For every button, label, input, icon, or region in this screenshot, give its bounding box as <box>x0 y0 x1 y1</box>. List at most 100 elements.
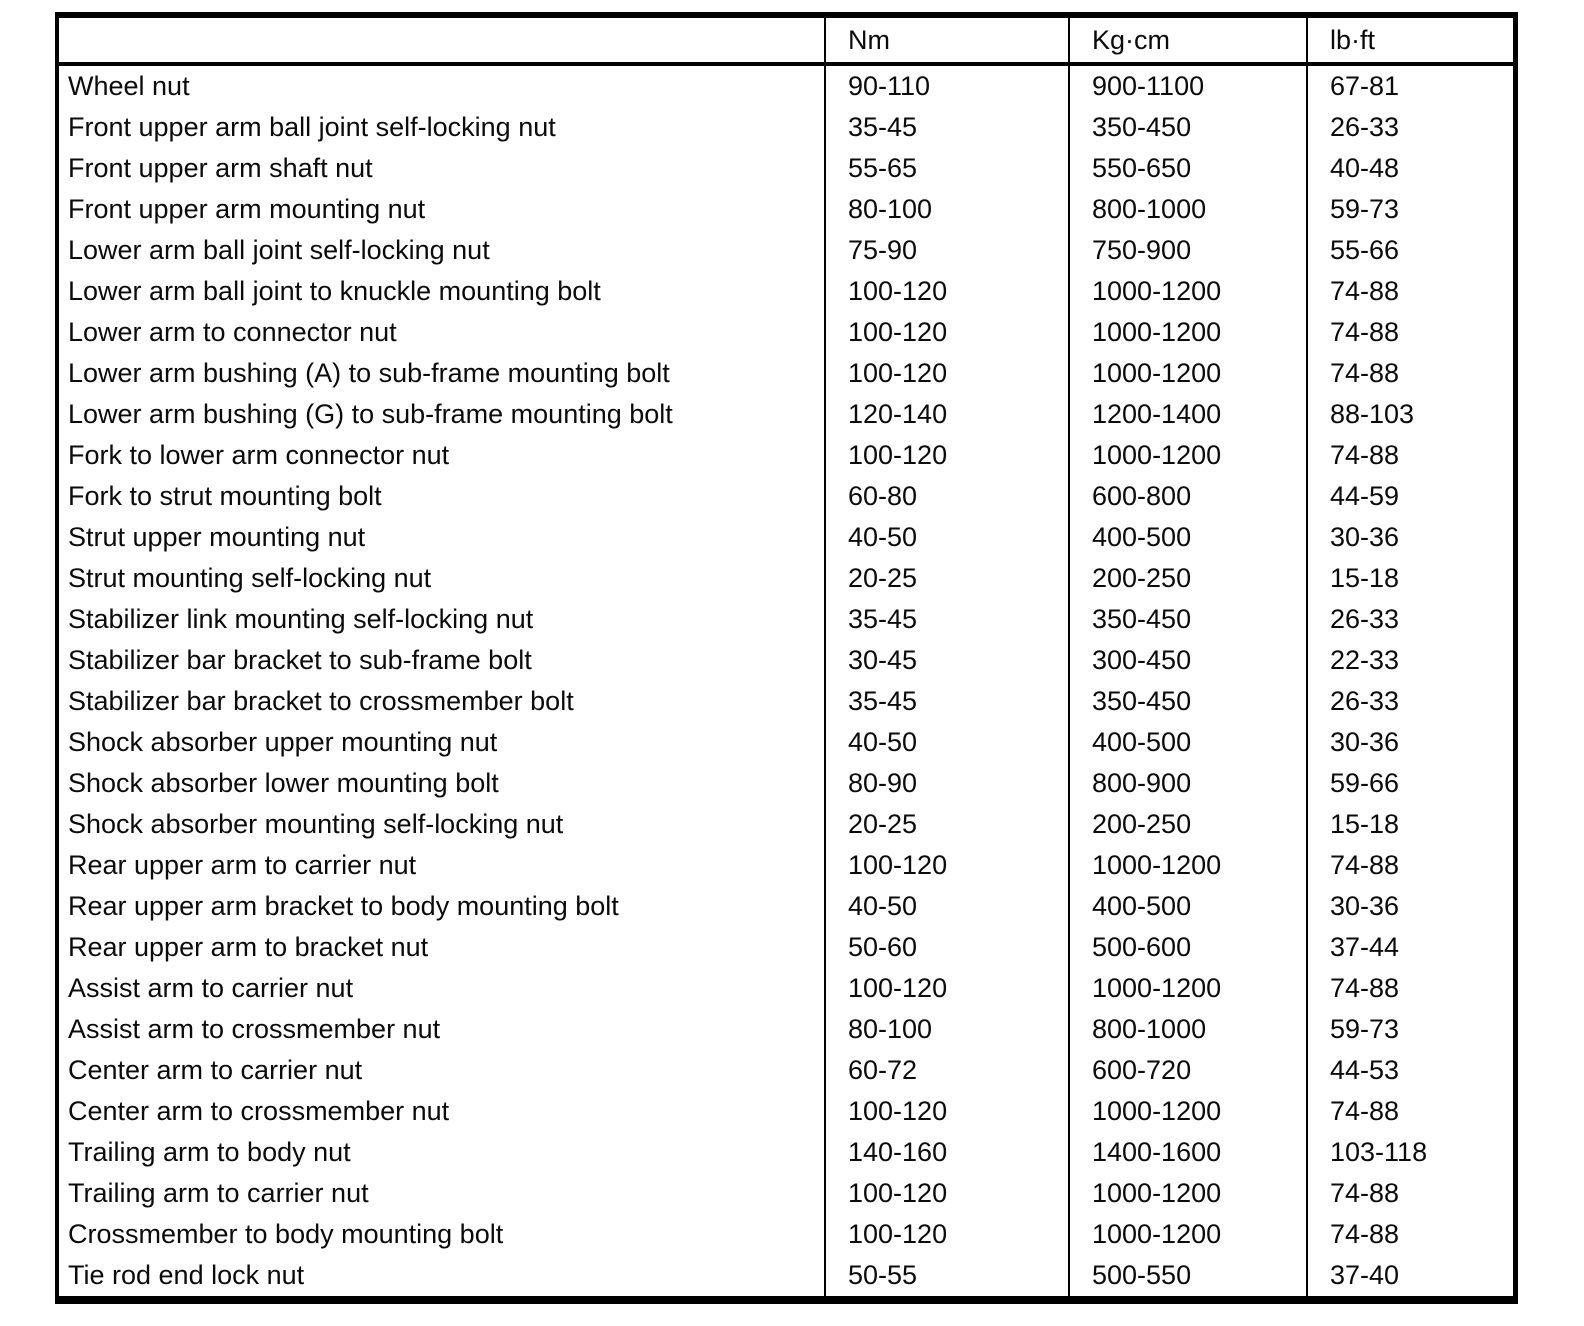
table-row: Trailing arm to body nut 140-160 1400-1600… <box>57 1132 1515 1173</box>
kgcm-value-cell: 1000-1200 <box>1068 312 1307 353</box>
nm-value-cell: 100-120 <box>824 312 1069 353</box>
lbft-value-cell: 15-18 <box>1306 804 1515 845</box>
lbft-value-cell: 74-88 <box>1306 435 1515 476</box>
kgcm-value-cell: 750-900 <box>1068 230 1307 271</box>
kgcm-value-cell: 1000-1200 <box>1068 1214 1307 1255</box>
row-label-cell: Front upper arm mounting nut <box>68 194 426 224</box>
row-label-cell: Stabilizer bar bracket to crossmember bo… <box>68 686 574 716</box>
nm-value-cell: 40-50 <box>824 886 1069 927</box>
kgcm-value-cell: 1000-1200 <box>1068 353 1307 394</box>
row-label-cell: Lower arm bushing (G) to sub-frame mount… <box>68 399 673 429</box>
nm-value-cell: 35-45 <box>824 107 1069 148</box>
row-label-cell: Strut mounting self-locking nut <box>68 563 432 593</box>
nm-value-cell: 100-120 <box>824 271 1069 312</box>
lbft-value-cell: 67-81 <box>1306 64 1515 107</box>
kgcm-value-cell: 550-650 <box>1068 148 1307 189</box>
lbft-value-cell: 40-48 <box>1306 148 1515 189</box>
lbft-value-cell: 74-88 <box>1306 1173 1515 1214</box>
lbft-value-cell: 74-88 <box>1306 845 1515 886</box>
row-label-cell: Crossmember to body mounting bolt <box>68 1219 504 1249</box>
table-row: Lower arm to connector nut 100-120 1000-12… <box>57 312 1515 353</box>
table-row: Front upper arm shaft nut 55-65 550-650 40-… <box>57 148 1515 189</box>
table-row: Wheel nut 90-110 900-1100 67-81 <box>57 64 1515 107</box>
row-label-cell: Shock absorber upper mounting nut <box>68 727 498 757</box>
table-row: Strut upper mounting nut 40-50 400-500 30-3… <box>57 517 1515 558</box>
nm-value-cell: 20-25 <box>824 804 1069 845</box>
nm-value-cell: 90-110 <box>824 64 1069 107</box>
kgcm-value-cell: 350-450 <box>1068 107 1307 148</box>
col-header-kgcm: Kg·cm <box>1068 15 1307 66</box>
nm-value-cell: 100-120 <box>824 435 1069 476</box>
lbft-value-cell: 37-44 <box>1306 927 1515 968</box>
lbft-value-cell: 59-73 <box>1306 1009 1515 1050</box>
kgcm-value-cell: 200-250 <box>1068 558 1307 599</box>
table-row: Lower arm bushing (A) to sub-frame mount… <box>57 353 1515 394</box>
lbft-value-cell: 22-33 <box>1306 640 1515 681</box>
kgcm-value-cell: 350-450 <box>1068 599 1307 640</box>
nm-value-cell: 20-25 <box>824 558 1069 599</box>
torque-spec-table: Nm Kg·cm lb·ft Wheel nut 90-110 900-1100 67… <box>55 12 1518 1304</box>
kgcm-value-cell: 1200-1400 <box>1068 394 1307 435</box>
nm-value-cell: 100-120 <box>824 845 1069 886</box>
nm-value-cell: 75-90 <box>824 230 1069 271</box>
row-label-cell: Center arm to crossmember nut <box>68 1096 450 1126</box>
table-row: Rear upper arm bracket to body mounting … <box>57 886 1515 927</box>
row-label-cell: Stabilizer link mounting self-locking nu… <box>68 604 534 634</box>
table-row: Stabilizer bar bracket to sub-frame bolt… <box>57 640 1515 681</box>
table-row: Trailing arm to carrier nut 100-120 1000-1… <box>57 1173 1515 1214</box>
row-label-cell: Lower arm ball joint self-locking nut <box>68 235 490 265</box>
table-row: Shock absorber lower mounting bolt 80-90 8… <box>57 763 1515 804</box>
kgcm-value-cell: 300-450 <box>1068 640 1307 681</box>
row-label-cell: Lower arm to connector nut <box>68 317 397 347</box>
lbft-value-cell: 59-66 <box>1306 763 1515 804</box>
lbft-value-cell: 26-33 <box>1306 107 1515 148</box>
lbft-value-cell: 37-40 <box>1306 1255 1515 1300</box>
lbft-value-cell: 26-33 <box>1306 599 1515 640</box>
table-row: Assist arm to crossmember nut 80-100 800-1… <box>57 1009 1515 1050</box>
nm-value-cell: 35-45 <box>824 599 1069 640</box>
table-row: Rear upper arm to carrier nut 100-120 1000… <box>57 845 1515 886</box>
row-label-cell: Center arm to carrier nut <box>68 1055 363 1085</box>
lbft-value-cell: 74-88 <box>1306 271 1515 312</box>
table-row: Shock absorber upper mounting nut 40-50 40… <box>57 722 1515 763</box>
lbft-value-cell: 74-88 <box>1306 353 1515 394</box>
kgcm-value-cell: 1000-1200 <box>1068 435 1307 476</box>
nm-value-cell: 100-120 <box>824 1091 1069 1132</box>
table-row: Assist arm to carrier nut 100-120 1000-120… <box>57 968 1515 1009</box>
nm-value-cell: 35-45 <box>824 681 1069 722</box>
lbft-value-cell: 74-88 <box>1306 1091 1515 1132</box>
table-row: Fork to strut mounting bolt 60-80 600-800 4… <box>57 476 1515 517</box>
kgcm-value-cell: 800-1000 <box>1068 189 1307 230</box>
table-row: Front upper arm mounting nut 80-100 800-10… <box>57 189 1515 230</box>
table-row: Lower arm ball joint self-locking nut 75-… <box>57 230 1515 271</box>
lbft-value-cell: 103-118 <box>1306 1132 1515 1173</box>
nm-value-cell: 140-160 <box>824 1132 1069 1173</box>
lbft-value-cell: 88-103 <box>1306 394 1515 435</box>
nm-value-cell: 55-65 <box>824 148 1069 189</box>
kgcm-value-cell: 400-500 <box>1068 517 1307 558</box>
col-header-nm: Nm <box>824 15 1069 66</box>
row-label-cell: Strut upper mounting nut <box>68 522 366 552</box>
table-row: Center arm to carrier nut 60-72 600-720 44-… <box>57 1050 1515 1091</box>
nm-value-cell: 80-90 <box>824 763 1069 804</box>
lbft-value-cell: 30-36 <box>1306 722 1515 763</box>
nm-value-cell: 50-55 <box>824 1255 1069 1300</box>
table-row: Center arm to crossmember nut 100-120 1000… <box>57 1091 1515 1132</box>
nm-value-cell: 120-140 <box>824 394 1069 435</box>
lbft-value-cell: 74-88 <box>1306 968 1515 1009</box>
lbft-value-cell: 74-88 <box>1306 1214 1515 1255</box>
table-row: Lower arm ball joint to knuckle mounting… <box>57 271 1515 312</box>
table-row: Front upper arm ball joint self-locking … <box>57 107 1515 148</box>
row-label-cell: Shock absorber mounting self-locking nut <box>68 809 564 839</box>
table-row: Shock absorber mounting self-locking nut… <box>57 804 1515 845</box>
row-label-cell: Lower arm bushing (A) to sub-frame mount… <box>68 358 670 388</box>
kgcm-value-cell: 600-720 <box>1068 1050 1307 1091</box>
nm-value-cell: 40-50 <box>824 722 1069 763</box>
lbft-value-cell: 30-36 <box>1306 886 1515 927</box>
kgcm-value-cell: 1000-1200 <box>1068 845 1307 886</box>
row-label-cell: Tie rod end lock nut <box>68 1260 305 1290</box>
row-label-cell: Assist arm to carrier nut <box>68 973 354 1003</box>
nm-value-cell: 60-80 <box>824 476 1069 517</box>
table-row: Rear upper arm to bracket nut 50-60 500-60… <box>57 927 1515 968</box>
